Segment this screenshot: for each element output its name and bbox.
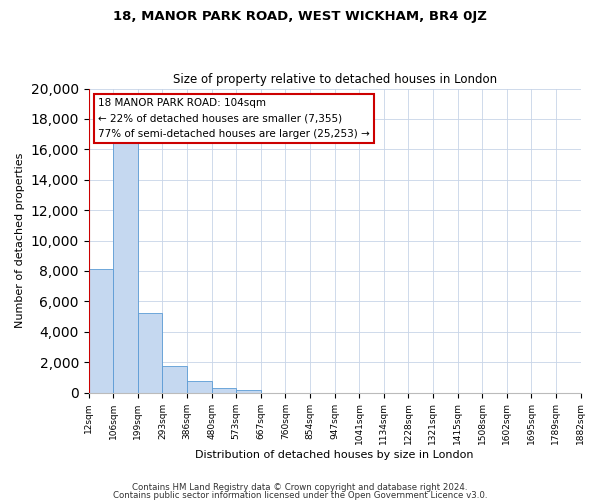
Bar xyxy=(138,313,163,392)
Text: 18 MANOR PARK ROAD: 104sqm
← 22% of detached houses are smaller (7,355)
77% of s: 18 MANOR PARK ROAD: 104sqm ← 22% of deta… xyxy=(98,98,370,139)
Bar xyxy=(236,390,261,392)
Bar xyxy=(163,366,187,392)
Y-axis label: Number of detached properties: Number of detached properties xyxy=(15,153,25,328)
Text: Contains public sector information licensed under the Open Government Licence v3: Contains public sector information licen… xyxy=(113,490,487,500)
Bar xyxy=(113,140,138,392)
Text: Contains HM Land Registry data © Crown copyright and database right 2024.: Contains HM Land Registry data © Crown c… xyxy=(132,484,468,492)
Bar xyxy=(212,388,236,392)
Title: Size of property relative to detached houses in London: Size of property relative to detached ho… xyxy=(173,73,497,86)
X-axis label: Distribution of detached houses by size in London: Distribution of detached houses by size … xyxy=(196,450,474,460)
Bar xyxy=(89,270,113,392)
Bar xyxy=(187,381,212,392)
Text: 18, MANOR PARK ROAD, WEST WICKHAM, BR4 0JZ: 18, MANOR PARK ROAD, WEST WICKHAM, BR4 0… xyxy=(113,10,487,23)
